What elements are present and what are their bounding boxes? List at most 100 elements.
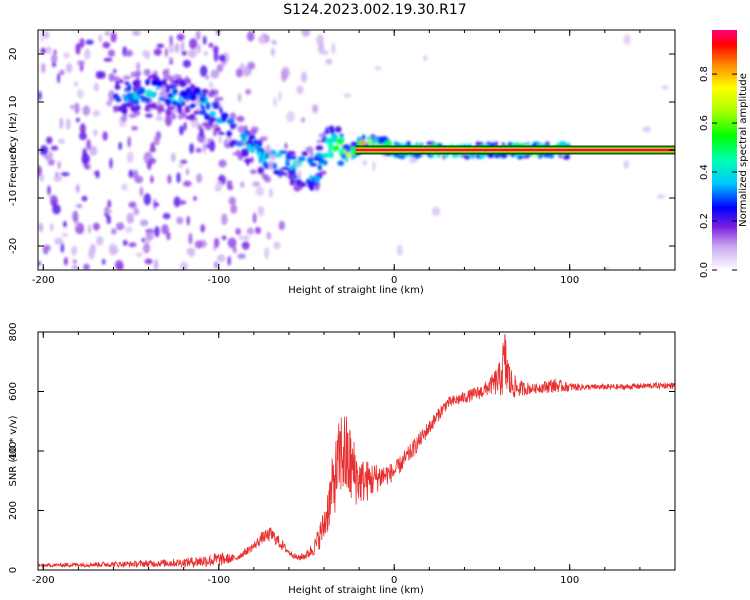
ridge-blob: [190, 83, 196, 90]
ridge-blob: [204, 96, 208, 103]
noise-blob: [195, 147, 202, 153]
noise-blob: [268, 160, 274, 170]
ridge-blob: [284, 142, 288, 150]
noise-blob: [213, 50, 219, 62]
ridge-blob: [288, 151, 296, 156]
noise-blob: [131, 126, 139, 131]
ridge-blob: [252, 144, 260, 149]
ridge-blob: [292, 174, 298, 180]
noise-blob: [72, 210, 79, 223]
ridge-blob: [229, 112, 236, 121]
ridge-blob: [328, 151, 334, 159]
noise-blob: [226, 185, 234, 190]
ridge-blob: [189, 93, 198, 102]
ridge-blob: [118, 105, 124, 112]
noise-blob: [72, 259, 77, 264]
noise-blob: [199, 127, 204, 138]
noise-blob: [213, 45, 219, 54]
ridge-blob: [264, 163, 269, 170]
noise-blob: [93, 82, 100, 92]
ridge-blob: [307, 156, 314, 164]
noise-blob: [70, 104, 74, 110]
ridge-blob: [115, 79, 119, 88]
noise-blob: [50, 53, 58, 64]
noise-blob: [92, 129, 98, 137]
noise-blob: [168, 42, 176, 54]
ridge-blob: [172, 89, 178, 94]
noise-blob: [273, 97, 277, 107]
noise-blob: [125, 226, 133, 233]
ridge-blob: [201, 88, 209, 94]
ridge-blob: [261, 154, 266, 162]
noise-blob: [146, 160, 152, 170]
noise-blob: [193, 196, 197, 201]
noise-blob: [301, 71, 308, 83]
noise-blob: [422, 55, 428, 61]
ridge-blob: [278, 150, 283, 155]
noise-blob: [111, 228, 117, 235]
spectrogram-ytick-label: 10: [8, 96, 19, 109]
noise-blob: [92, 222, 100, 231]
colorbar-ticks: 0.0 0.2 0.4 0.6 0.8: [699, 66, 737, 278]
noise-blob: [205, 74, 210, 80]
ridge-blob: [230, 125, 235, 130]
noise-blob: [169, 57, 173, 62]
ridge-blob: [211, 101, 220, 107]
ridge-blob: [328, 142, 334, 151]
noise-blob: [264, 247, 270, 259]
ridge-blob: [330, 129, 334, 134]
page-title: S124.2023.002.19.30.R17: [283, 2, 467, 18]
ridge-blob: [173, 74, 182, 79]
noise-blob: [126, 151, 134, 163]
noise-blob: [623, 34, 631, 45]
noise-blob: [210, 69, 220, 79]
noise-blob: [46, 136, 53, 145]
noise-blob: [86, 139, 91, 151]
ridge-blob: [167, 106, 176, 110]
noise-blob: [188, 247, 196, 258]
noise-blob: [195, 30, 201, 41]
noise-blob: [108, 89, 116, 102]
noise-blob: [181, 50, 188, 56]
noise-blob: [237, 125, 246, 133]
noise-blob: [213, 261, 219, 269]
noise-blob: [237, 93, 242, 102]
ridge-blob: [317, 164, 322, 171]
ridge-blob: [309, 174, 313, 181]
ridge-blob: [269, 149, 277, 154]
ridge-blob: [336, 138, 343, 144]
noise-blob: [235, 68, 243, 78]
noise-blob: [128, 242, 137, 248]
noise-blob: [79, 132, 87, 141]
ridge-blob: [316, 139, 324, 144]
ridge-blob: [169, 77, 174, 85]
noise-blob: [43, 30, 50, 39]
noise-blob: [153, 48, 162, 56]
noise-blob: [127, 136, 131, 148]
ridge-blob: [281, 166, 289, 171]
noise-blob: [374, 66, 382, 71]
noise-blob: [238, 235, 243, 240]
ridge-blob: [283, 172, 287, 176]
noise-blob: [88, 248, 95, 260]
spectrogram-ytick-label: -20: [8, 238, 19, 254]
noise-blob: [173, 196, 181, 208]
ridge-blob: [301, 151, 309, 157]
ridge-blob: [165, 88, 170, 93]
ridge-blob: [212, 105, 221, 109]
noise-blob: [221, 235, 227, 241]
noise-blob: [77, 60, 85, 66]
ridge-blob: [184, 109, 191, 113]
noise-blob: [48, 150, 53, 162]
ridge-blob: [150, 74, 156, 79]
ridge-blob: [315, 145, 324, 151]
ridge-blob: [339, 133, 344, 137]
noise-blob: [202, 141, 207, 154]
noise-blob: [179, 125, 184, 136]
ridge-blob: [204, 112, 208, 121]
noise-blob: [102, 41, 111, 49]
noise-blob: [76, 204, 83, 208]
ridge-blob: [246, 157, 250, 166]
ridge-blob: [301, 182, 306, 187]
ridge-blob: [240, 131, 248, 140]
